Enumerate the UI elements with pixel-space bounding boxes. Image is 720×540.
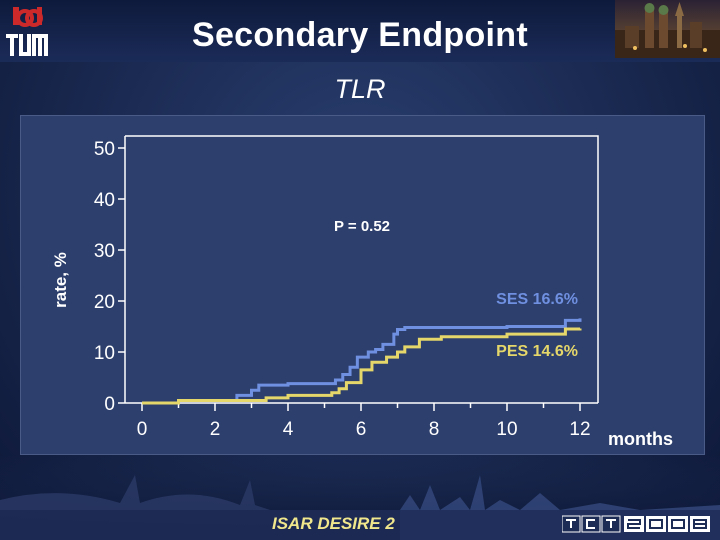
y-tick-label: 50 — [94, 139, 115, 160]
x-tick-label: 8 — [429, 419, 440, 440]
x-tick-label: 6 — [356, 419, 367, 440]
plot-frame — [125, 135, 599, 403]
study-name: ISAR DESIRE 2 — [272, 514, 395, 533]
p-value-annotation: P = 0.52 — [334, 218, 390, 235]
x-tick-label: 10 — [496, 419, 517, 440]
header-band — [0, 0, 720, 62]
y-tick-label: 0 — [104, 394, 115, 415]
munich-skyline-image — [615, 0, 720, 58]
tum-logo-icon — [6, 7, 48, 56]
x-tick-label: 4 — [283, 419, 294, 440]
series-line-ses — [142, 318, 582, 405]
bridge-skyline-image — [0, 455, 720, 540]
y-tick-label: 20 — [94, 292, 115, 313]
series-line-pes — [142, 327, 582, 405]
y-tick-label: 30 — [94, 241, 115, 262]
y-axis-title: rate, % — [51, 252, 70, 308]
x-axis-title: months — [608, 429, 673, 449]
x-tick-label: 0 — [137, 419, 148, 440]
page-subtitle: TLR — [334, 74, 386, 104]
series-label-ses: SES 16.6% — [496, 291, 578, 308]
series-label-pes: PES 14.6% — [496, 343, 578, 360]
y-tick-label: 10 — [94, 343, 115, 364]
y-tick-label: 40 — [94, 190, 115, 211]
x-tick-label: 2 — [210, 419, 221, 440]
page-title: Secondary Endpoint — [192, 16, 528, 54]
tct-2008-logo — [562, 515, 710, 533]
plot-panel — [20, 115, 705, 455]
x-tick-label: 12 — [569, 419, 590, 440]
